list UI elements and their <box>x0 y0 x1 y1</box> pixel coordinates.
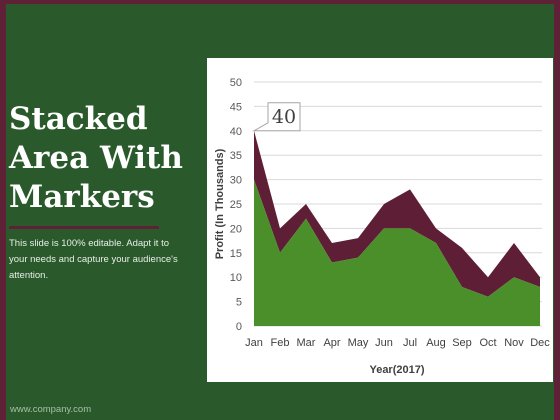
y-tick-label: 20 <box>230 223 242 235</box>
y-axis-title: Profit (In Thousands) <box>214 148 226 259</box>
x-tick-label: Jan <box>245 337 263 349</box>
x-tick-label: Dec <box>530 337 550 349</box>
footer-url: www.company.com <box>10 404 92 415</box>
y-tick-label: 25 <box>230 199 242 211</box>
chart-card: 0 5 10 15 20 25 30 35 40 45 50 Jan Feb Mar Apr May Jun Ju… <box>207 58 553 382</box>
x-tick-label: Apr <box>323 337 340 349</box>
y-tick-label: 0 <box>236 321 242 333</box>
x-tick-label: Feb <box>271 337 290 349</box>
annotation-callout <box>252 102 301 132</box>
y-tick-label: 50 <box>230 77 242 89</box>
y-tick-label: 35 <box>230 150 242 162</box>
x-tick-label: Nov <box>504 337 524 349</box>
x-tick-label: Jul <box>403 337 417 349</box>
annotation-label: 40 <box>272 106 296 128</box>
y-tick-label: 5 <box>236 297 242 309</box>
y-tick-label: 40 <box>230 126 242 138</box>
x-tick-label: Mar <box>297 337 316 349</box>
y-tick-label: 45 <box>230 101 242 113</box>
area-series-top <box>254 130 540 297</box>
y-tick-label: 30 <box>230 175 242 187</box>
x-tick-label: Jun <box>375 337 393 349</box>
top-border-strip <box>0 0 560 4</box>
x-tick-label: May <box>348 337 369 349</box>
area-series-bottom <box>254 179 540 326</box>
x-tick-label: Oct <box>479 337 496 349</box>
stacked-area-chart: 0 5 10 15 20 25 30 35 40 45 50 Jan Feb Mar Apr May Jun Ju… <box>214 77 550 376</box>
title-divider <box>9 226 159 229</box>
y-tick-label: 10 <box>230 272 242 284</box>
x-tick-label: Aug <box>426 337 446 349</box>
y-tick-label: 15 <box>230 248 242 260</box>
x-axis-title: Year(2017) <box>369 364 424 376</box>
slide-title: Stacked Area With Markers <box>9 101 183 215</box>
slide-description: This slide is 100% editable. Adapt it to… <box>9 238 178 281</box>
x-tick-label: Sep <box>452 337 472 349</box>
